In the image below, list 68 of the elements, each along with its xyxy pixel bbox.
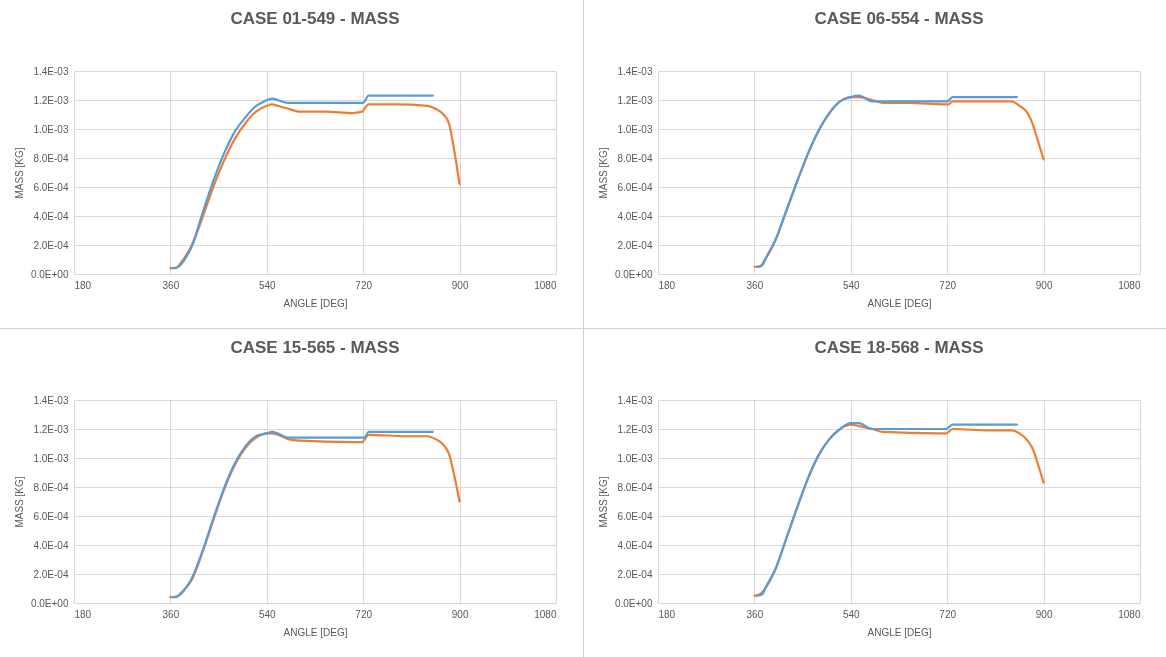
x-tick-label: 180 [658, 608, 676, 620]
y-axis-title: MASS [KG] [597, 476, 609, 528]
x-tick-label: 900 [1035, 608, 1053, 620]
x-tick-label: 720 [355, 279, 373, 291]
x-axis-title: ANGLE [DEG] [867, 297, 932, 309]
y-tick-label: 1.4E-03 [617, 394, 653, 406]
y-tick-label: 2.0E-04 [33, 568, 69, 580]
x-tick-label: 540 [258, 608, 277, 620]
y-tick-label: 1.2E-03 [33, 94, 69, 106]
y-tick-label: 0.0E+00 [614, 597, 653, 609]
x-tick-label: 900 [451, 279, 469, 291]
y-axis-title: MASS [KG] [597, 147, 609, 199]
x-tick-label: 720 [939, 279, 957, 291]
y-tick-label: 6.0E-04 [617, 181, 653, 193]
chart-title: CASE 15-565 - MASS [230, 338, 400, 357]
y-tick-label: 1.4E-03 [33, 394, 69, 406]
x-tick-label: 180 [74, 279, 92, 291]
x-tick-label: 180 [74, 608, 92, 620]
y-tick-label: 8.0E-04 [617, 481, 653, 493]
x-tick-label: 360 [162, 279, 180, 291]
y-tick-label: 0.0E+00 [30, 268, 69, 280]
y-tick-label: 8.0E-04 [33, 481, 69, 493]
y-tick-label: 4.0E-04 [617, 539, 653, 551]
x-tick-label: 360 [162, 608, 180, 620]
chart-title: CASE 18-568 - MASS [814, 338, 984, 357]
x-tick-label: 720 [939, 608, 957, 620]
y-tick-label: 1.4E-03 [33, 65, 69, 77]
x-tick-label: 1080 [1118, 279, 1141, 291]
x-tick-label: 720 [355, 608, 373, 620]
y-tick-label: 1.0E-03 [33, 123, 69, 135]
x-tick-label: 360 [746, 279, 764, 291]
y-tick-label: 0.0E+00 [30, 597, 69, 609]
y-tick-label: 1.2E-03 [33, 423, 69, 435]
x-tick-label: 360 [746, 608, 764, 620]
x-axis-title: ANGLE [DEG] [283, 626, 348, 638]
x-tick-label: 1080 [534, 608, 557, 620]
y-tick-label: 8.0E-04 [617, 152, 653, 164]
x-tick-label: 540 [258, 279, 277, 291]
y-tick-label: 2.0E-04 [617, 239, 653, 251]
y-tick-label: 8.0E-04 [33, 152, 69, 164]
x-tick-label: 900 [1035, 279, 1053, 291]
y-tick-label: 1.4E-03 [617, 65, 653, 77]
chart-title: CASE 06-554 - MASS [814, 9, 984, 28]
x-tick-label: 180 [658, 279, 676, 291]
y-tick-label: 1.0E-03 [617, 452, 653, 464]
x-tick-label: 540 [842, 608, 861, 620]
x-tick-label: 1080 [534, 279, 557, 291]
y-axis-title: MASS [KG] [13, 476, 25, 528]
y-tick-label: 1.0E-03 [33, 452, 69, 464]
y-tick-label: 6.0E-04 [33, 510, 69, 522]
y-tick-label: 6.0E-04 [617, 510, 653, 522]
y-tick-label: 4.0E-04 [617, 210, 653, 222]
y-tick-label: 6.0E-04 [33, 181, 69, 193]
y-tick-label: 4.0E-04 [33, 539, 69, 551]
x-tick-label: 540 [842, 279, 861, 291]
y-tick-label: 1.2E-03 [617, 423, 653, 435]
x-axis-title: ANGLE [DEG] [867, 626, 932, 638]
x-tick-label: 1080 [1118, 608, 1141, 620]
y-tick-label: 1.2E-03 [617, 94, 653, 106]
y-tick-label: 1.0E-03 [617, 123, 653, 135]
y-axis-title: MASS [KG] [13, 147, 25, 199]
x-tick-label: 900 [451, 608, 469, 620]
y-tick-label: 2.0E-04 [617, 568, 653, 580]
y-tick-label: 4.0E-04 [33, 210, 69, 222]
y-tick-label: 2.0E-04 [33, 239, 69, 251]
chart-title: CASE 01-549 - MASS [230, 9, 400, 28]
x-axis-title: ANGLE [DEG] [283, 297, 348, 309]
y-tick-label: 0.0E+00 [614, 268, 653, 280]
